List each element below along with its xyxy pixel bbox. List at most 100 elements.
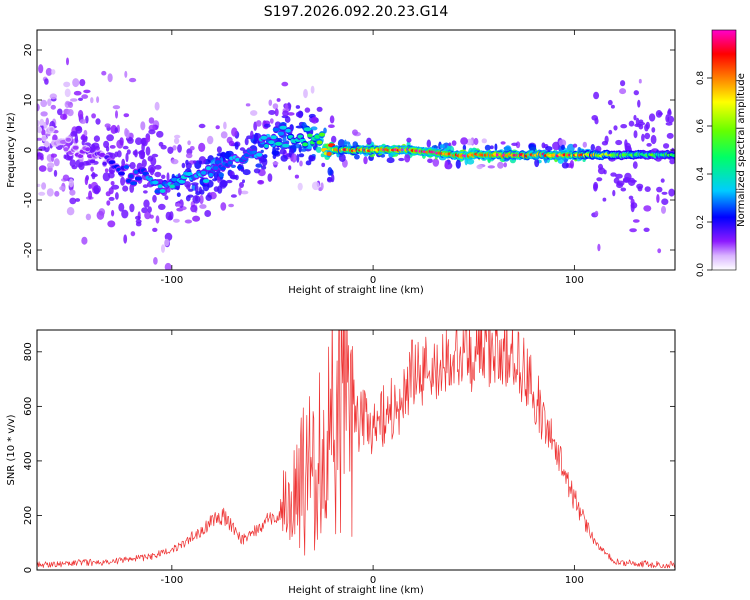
spectrogram-cell — [63, 154, 67, 159]
spectrogram-ridge-cell — [154, 189, 162, 194]
spectrogram-cell — [601, 140, 609, 146]
snr-ytick-label: 0 — [23, 567, 34, 573]
spectrogram-ridge-cell — [134, 176, 142, 181]
spectrogram-cell — [596, 177, 603, 182]
spectrogram-cell — [271, 150, 280, 156]
spectrogram-cell — [187, 140, 191, 146]
spectrogram-ridge-cell — [303, 127, 312, 132]
spectrogram-ridge-cell — [264, 144, 269, 148]
spectrogram-cell — [192, 195, 201, 204]
spectrogram-cell — [194, 184, 199, 194]
spectrogram-cell — [114, 127, 119, 134]
spectrogram-cell — [220, 131, 228, 139]
spectrogram-cell — [204, 210, 212, 217]
spectrogram-ridge-cell — [274, 141, 283, 146]
spectrogram-cell — [294, 174, 299, 179]
spectrogram-cell — [308, 155, 316, 162]
spectrogram-cell — [481, 138, 487, 144]
snr-xtick-label: 100 — [565, 575, 584, 586]
spectrogram-cell — [119, 137, 124, 146]
spectrogram-cell — [315, 146, 322, 153]
spectrogram-cell — [287, 112, 295, 116]
spectrogram-cell — [145, 136, 151, 143]
spectrogram-cell — [135, 221, 142, 227]
spectrogram-ridge-cell — [277, 131, 285, 136]
spectrogram-cell — [484, 144, 491, 151]
spectrogram-cell — [181, 162, 186, 169]
spectrogram-cell — [534, 158, 540, 168]
spectrogram-cell — [88, 183, 92, 190]
spectrogram-cell — [84, 176, 89, 186]
spectrogram-cell — [95, 118, 101, 125]
spectrogram-cell — [593, 91, 600, 100]
spectrogram-cell — [644, 132, 651, 140]
colorbar-tick-label: 0.6 — [696, 119, 706, 134]
spectrogram-cell — [79, 79, 86, 87]
spectrogram-cell — [657, 248, 662, 254]
spectrogram-cell — [90, 97, 94, 104]
spectrogram-cell — [558, 139, 567, 147]
spectrogram-ridge-cell — [235, 157, 240, 162]
spectrogram-ridge-cell — [152, 180, 159, 185]
colorbar-label: Normalized spectral amplitude — [736, 73, 747, 227]
spectrogram-cell — [311, 181, 320, 191]
spectrogram-cell — [111, 209, 115, 217]
spectrogram-cell — [250, 130, 254, 139]
spectrogram-cell — [426, 139, 431, 148]
spectrogram-cell — [607, 99, 613, 106]
spectrogram-cell — [331, 135, 337, 143]
spectrogram-cell — [41, 182, 47, 190]
spectrogram-cell — [667, 115, 675, 124]
spectrogram-cell — [154, 164, 162, 170]
spectrogram-cell — [134, 149, 138, 158]
spectrogram-cell — [110, 181, 115, 186]
spectrogram-cell — [598, 163, 603, 170]
spectrogram-ridge-cell — [49, 127, 54, 132]
spectrogram-cell — [147, 169, 156, 173]
snr-ytick-label: 400 — [23, 451, 34, 470]
spectrogram-cell — [386, 157, 395, 164]
spectrogram-cell — [124, 70, 128, 78]
spectrogram-cell — [164, 195, 169, 201]
spectrogram-cell — [130, 231, 136, 237]
spectrogram-cell — [444, 160, 449, 169]
spectrogram-cell — [199, 204, 207, 209]
spectrogram-cell — [129, 203, 135, 213]
spectrogram-cell — [164, 238, 170, 247]
spectrogram-ridge-cell — [41, 136, 47, 141]
spectrogram-cell — [615, 139, 623, 146]
spectrogram-cell — [63, 81, 71, 88]
spectrogram-cell — [320, 182, 324, 190]
spectrogram-cell — [172, 145, 177, 151]
spectrogram-cell — [40, 99, 48, 108]
spectrogram-cell — [68, 178, 74, 188]
spectrogram-cell — [44, 78, 49, 85]
spectrogram-cell — [50, 153, 58, 158]
spectrogram-cell — [643, 205, 652, 212]
spectrogram-ridge-cell — [208, 172, 214, 177]
spectrogram-cell — [615, 173, 623, 179]
spectrogram-cell — [161, 174, 166, 179]
spectrogram-cell — [494, 143, 498, 151]
spectrogram-cell — [238, 187, 242, 196]
spectrogram-cell — [572, 143, 578, 148]
spectrogram-ridge-cell — [39, 120, 45, 125]
spectrogram-cell — [79, 119, 87, 124]
spectrogram-cell — [569, 160, 575, 169]
spectrogram-ridge-cell — [285, 128, 291, 133]
snr-ytick-label: 200 — [23, 506, 34, 525]
spectrogram-cell — [185, 152, 193, 159]
spectrogram-cell — [427, 158, 433, 164]
spectrogram-cell — [93, 135, 100, 142]
spectrogram-cell — [226, 179, 233, 184]
spectrogram-cell — [240, 190, 249, 195]
spectrogram-cell — [105, 191, 111, 197]
spectrogram-cell — [632, 161, 638, 169]
spectrogram-cells — [37, 57, 675, 270]
spectrogram-cell — [321, 162, 326, 168]
spectrogram-cell — [158, 203, 166, 210]
spectrogram-cell — [188, 188, 194, 192]
spectrogram-cell — [147, 206, 152, 213]
spectrogram-cell — [223, 121, 227, 130]
